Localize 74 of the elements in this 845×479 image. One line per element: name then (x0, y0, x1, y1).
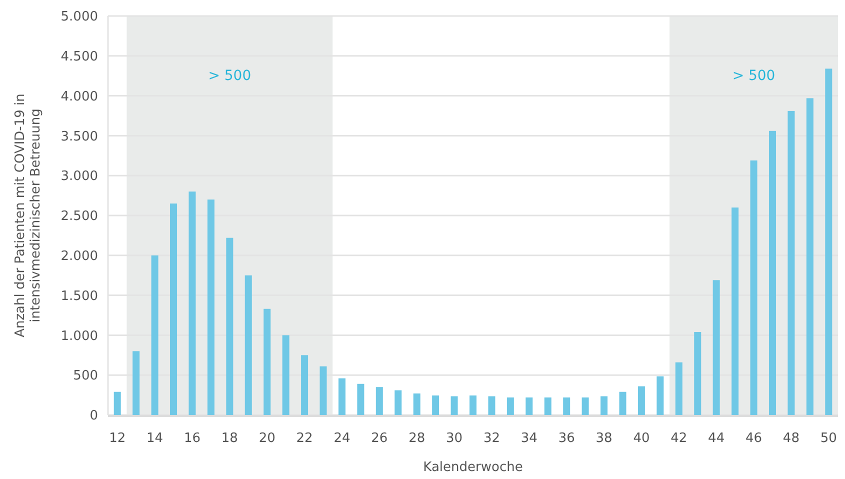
x-axis-title: Kalenderwoche (423, 460, 523, 475)
bar (394, 390, 402, 415)
bar (338, 378, 346, 415)
bar (188, 192, 196, 415)
x-tick-label: 14 (146, 431, 164, 446)
x-tick-label: 36 (558, 431, 575, 446)
bar (600, 396, 608, 415)
bar (114, 392, 121, 415)
bar (450, 396, 458, 415)
bar (544, 397, 552, 415)
y-tick-label: 4.500 (60, 49, 98, 64)
x-tick-label: 44 (708, 431, 725, 446)
bar (619, 392, 626, 415)
x-tick-label: 40 (633, 431, 650, 446)
x-tick-label: 30 (446, 431, 463, 446)
bar (806, 98, 814, 415)
bar (376, 387, 383, 415)
bar (638, 386, 645, 415)
bar (488, 396, 496, 415)
y-tick-label: 0 (90, 408, 98, 424)
bar (582, 397, 589, 415)
x-tick-label: 12 (109, 431, 126, 446)
bar (432, 395, 440, 415)
bar (264, 308, 271, 415)
y-tick-label: 1.500 (60, 288, 98, 304)
bar (320, 366, 327, 415)
bar (750, 160, 758, 415)
bar (170, 204, 178, 415)
bar (244, 275, 252, 415)
bar (301, 355, 308, 415)
bar (563, 397, 570, 415)
y-tick-label: 1.000 (60, 328, 98, 344)
x-tick-label: 32 (483, 431, 500, 446)
bar (825, 68, 832, 415)
x-tick-label: 26 (371, 431, 388, 446)
bar (656, 376, 664, 415)
x-tick-label: 20 (258, 431, 276, 446)
y-axis-title: Anzahl der Patienten mit COVID-19 in intensivmedizinischer Betreuung (13, 94, 44, 338)
bar (413, 393, 420, 415)
bar (694, 332, 702, 415)
bar (151, 255, 158, 415)
x-tick-label: 28 (408, 431, 426, 446)
y-tick-label: 3.500 (60, 129, 98, 144)
y-tick-label: 2.500 (60, 209, 98, 224)
bar (675, 362, 682, 415)
bar (788, 110, 795, 415)
bar (768, 130, 776, 415)
x-tick-label: 50 (820, 431, 837, 446)
bar (282, 335, 290, 415)
band-label: > 500 (732, 68, 776, 84)
bar (207, 200, 214, 415)
bar (526, 397, 533, 415)
x-tick-label: 22 (296, 431, 313, 446)
y-tick-label: 2.000 (60, 248, 98, 264)
bar (132, 351, 140, 415)
x-tick-label: 34 (520, 431, 538, 446)
bar (506, 397, 514, 415)
y-tick-label: 500 (73, 368, 98, 384)
bar (357, 384, 364, 415)
x-tick-label: 16 (184, 431, 201, 446)
x-tick-label: 24 (334, 431, 350, 446)
x-tick-label: 18 (221, 431, 238, 446)
bar (712, 280, 720, 415)
x-tick-label: 38 (596, 431, 612, 446)
y-tick-label: 4.000 (60, 89, 98, 104)
x-tick-label: 48 (782, 431, 800, 446)
x-tick-label: 46 (745, 431, 762, 446)
bar (226, 238, 234, 415)
y-tick-label: 5.000 (60, 10, 98, 25)
bar (732, 208, 739, 415)
y-tick-label: 3.000 (60, 169, 98, 184)
bar (470, 395, 476, 415)
band-label: > 500 (208, 68, 252, 84)
x-tick-label: 42 (670, 431, 688, 446)
